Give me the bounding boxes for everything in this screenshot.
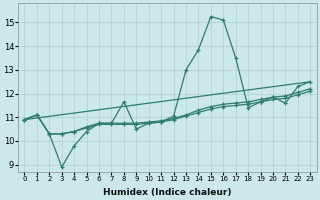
X-axis label: Humidex (Indice chaleur): Humidex (Indice chaleur) (103, 188, 232, 197)
